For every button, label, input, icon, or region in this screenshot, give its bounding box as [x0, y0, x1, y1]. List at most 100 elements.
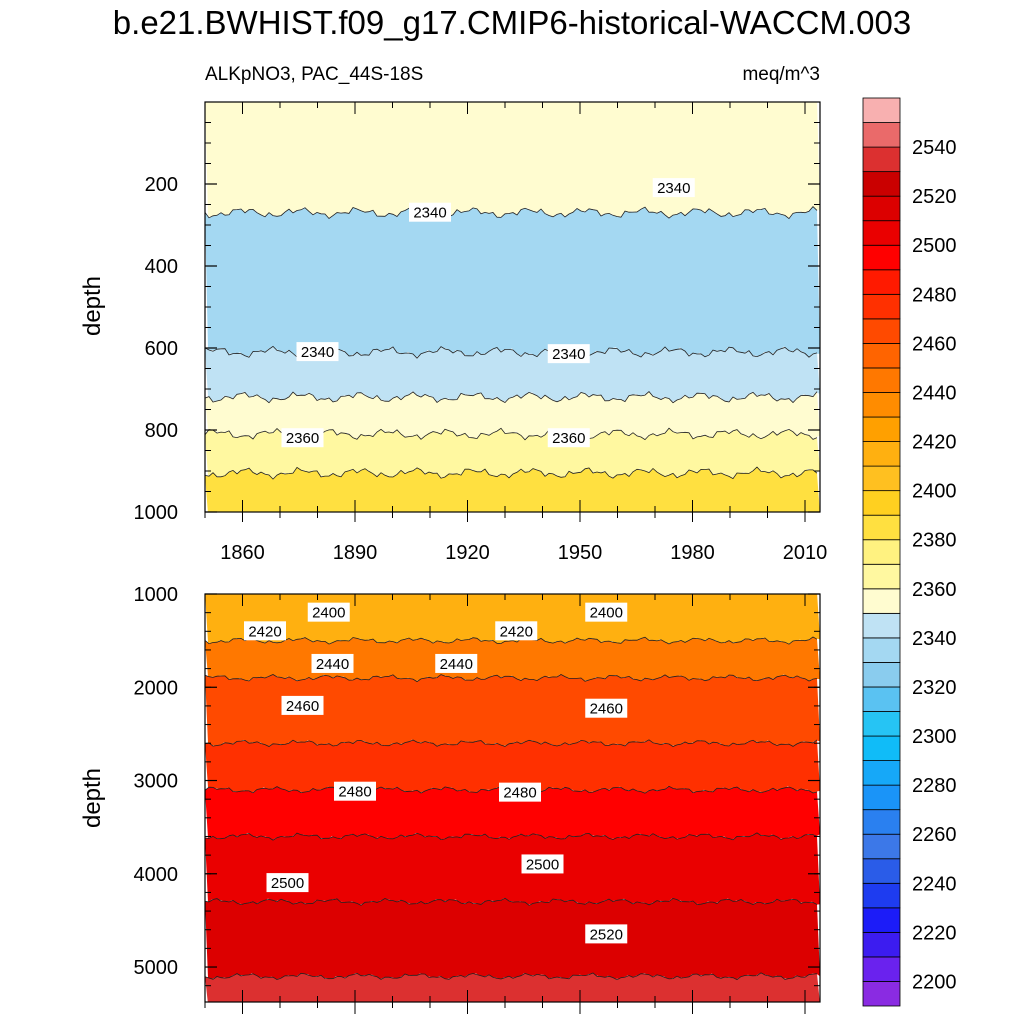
colorbar-tick-label: 2360 [912, 579, 957, 601]
colorbar-cell [862, 122, 901, 148]
contour-label-bg [499, 782, 541, 802]
contour-band [205, 832, 820, 906]
contour-label: 2500 [521, 854, 564, 874]
contour-label-text: 2420 [500, 623, 533, 640]
contour-band [205, 637, 820, 682]
contour-label-bg [495, 621, 538, 641]
y-tick-label: 1000 [134, 502, 179, 524]
contour-line [205, 391, 818, 404]
colorbar-cell [862, 809, 901, 835]
y-tick-label: 600 [145, 338, 178, 360]
contour-label: 2440 [435, 653, 478, 673]
colorbar-cell [862, 514, 901, 541]
colorbar-cell [862, 760, 901, 786]
colorbar-cell [862, 981, 901, 1007]
upper-right-label: meq/m^3 [742, 64, 820, 85]
contour-line [205, 636, 818, 645]
contour-line [205, 739, 818, 747]
colorbar-cell [862, 343, 901, 369]
contour-label-text: 2500 [271, 875, 304, 892]
colorbar-tick-label: 2260 [912, 824, 957, 846]
contour-label: 2440 [311, 653, 354, 673]
y-tick-label: 3000 [134, 771, 179, 793]
contour-label-bg [435, 653, 478, 673]
contour-label: 2360 [547, 428, 590, 448]
colorbar-cell [862, 220, 901, 246]
colorbar-tick-label: 2440 [912, 382, 957, 404]
colorbar-cell [862, 367, 901, 393]
colorbar-tick-label: 2480 [912, 284, 957, 306]
colorbar-cell [862, 416, 901, 442]
contour-label: 2500 [266, 873, 309, 893]
main-title: b.e21.BWHIST.f09_g17.CMIP6-historical-WA… [112, 4, 912, 41]
colorbar-tick-label: 2300 [912, 726, 957, 748]
colorbar-cell [862, 588, 901, 614]
plot-area: 2340 2340 2340 2340 2360 2360 [205, 102, 820, 512]
colorbar-cell [862, 907, 901, 933]
contour-label: 2460 [585, 698, 628, 718]
contour-line [205, 972, 818, 981]
colorbar-cell [862, 318, 901, 344]
x-tick-label: 1950 [558, 542, 603, 564]
contour-label-bg [585, 924, 628, 944]
colorbar-cell [862, 441, 901, 467]
upper-left-label: ALKpNO3, PAC_44S-18S [205, 64, 423, 85]
contour-label: 2340 [296, 342, 339, 362]
x-tick-label: 1890 [333, 542, 378, 564]
contour-label-text: 2440 [440, 656, 473, 673]
contour-label-text: 2360 [552, 430, 585, 447]
colorbar-cell [862, 882, 901, 909]
colorbar-tick-label: 2380 [912, 530, 957, 552]
contour-label: 2340 [409, 202, 451, 222]
colorbar-cell [862, 711, 901, 737]
contour-label: 2480 [334, 781, 376, 801]
y-tick-label: 1000 [134, 584, 179, 606]
plot-frame [204, 593, 821, 1003]
contour-label: 2340 [547, 344, 590, 364]
colorbar-tick-label: 2220 [912, 922, 957, 944]
contour-band [205, 674, 820, 747]
contour-label-bg [296, 342, 339, 362]
contour-label-text: 2340 [413, 205, 446, 222]
contour-label-text: 2420 [248, 623, 281, 640]
contour-label-bg [244, 621, 286, 641]
colorbar-cell [862, 269, 901, 295]
contour-label-bg [547, 344, 590, 364]
y-tick-label: 2000 [134, 677, 179, 699]
y-tick-label: 200 [145, 174, 178, 196]
contour-label-text: 2360 [286, 430, 319, 447]
contour-line [205, 832, 818, 841]
contour-label: 2400 [585, 602, 628, 622]
colorbar-cell [862, 784, 901, 811]
colorbar-cell [862, 612, 901, 639]
contour-label-bg [585, 698, 628, 718]
colorbar-tick-label: 2320 [912, 677, 957, 699]
contour-label: 2340 [652, 178, 695, 198]
colorbar-cell [862, 97, 901, 123]
contour-band [205, 739, 820, 794]
contour-line [205, 674, 818, 683]
contour-label-text: 2340 [657, 180, 690, 197]
colorbar-cell [862, 735, 901, 761]
x-tick-label: 2010 [783, 542, 828, 564]
contour-label: 2520 [585, 924, 628, 944]
colorbar-cell [862, 563, 901, 590]
colorbar-cell [862, 195, 901, 222]
plot-area: 2400 2400 2420 2420 2440 2440 2460 2460 2480 2480… [205, 594, 820, 1002]
contour-label-text: 2400 [590, 605, 623, 622]
contour-label-bg [409, 202, 451, 222]
contour-label-text: 2500 [526, 856, 559, 873]
contour-label-bg [652, 178, 695, 198]
contour-line [205, 897, 818, 906]
colorbar-cell [862, 956, 901, 982]
colorbar-tick-label: 2520 [912, 186, 957, 208]
colorbar-tick-label: 2540 [912, 137, 957, 159]
colorbar-cell [862, 465, 901, 492]
colorbar-tick-label: 2500 [912, 235, 957, 257]
contour-band [205, 391, 820, 441]
upper-panel: 2340 2340 2340 2340 2360 2360 200 400 600 800 1000… [134, 101, 828, 564]
contour-band [205, 206, 820, 358]
contour-label-bg [521, 854, 564, 874]
lower-panel: 2400 2400 2420 2420 2440 2440 2460 2460 2480 2480… [134, 584, 821, 1014]
